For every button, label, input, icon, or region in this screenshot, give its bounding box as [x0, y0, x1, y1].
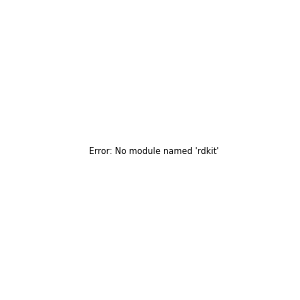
Text: Error: No module named 'rdkit': Error: No module named 'rdkit' — [89, 147, 219, 156]
